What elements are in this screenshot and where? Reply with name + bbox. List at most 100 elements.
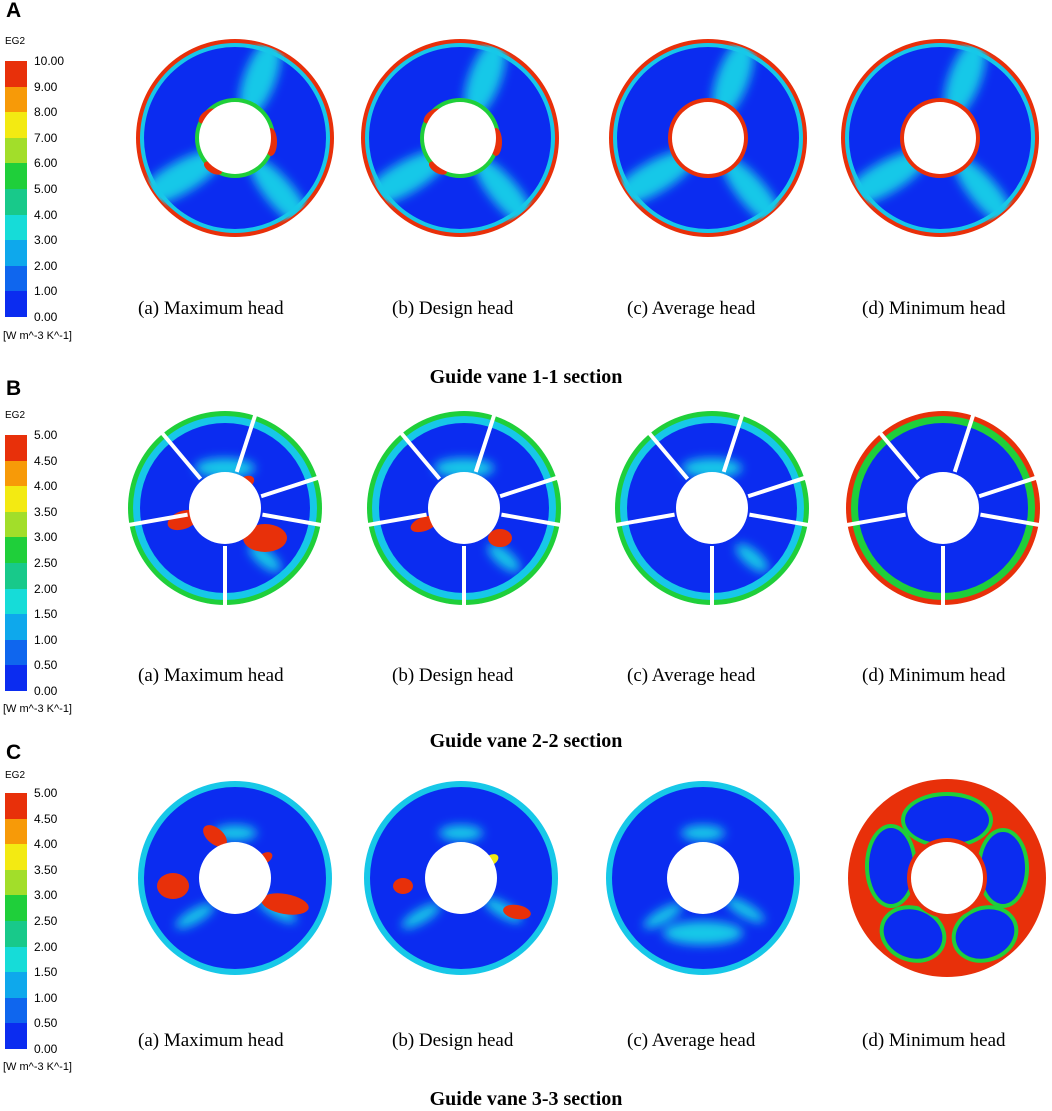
contour-streak	[663, 921, 743, 945]
legend-swatch	[5, 588, 27, 615]
legend-swatch	[5, 895, 27, 922]
legend-swatch	[5, 511, 27, 538]
legend-tick: 0.00	[34, 1042, 58, 1056]
legend-swatch	[5, 818, 27, 845]
legend-tick: 5.00	[34, 428, 58, 442]
contour-disc-c	[606, 781, 800, 975]
caption: (a) Maximum head	[138, 665, 284, 686]
hub-hole	[199, 842, 271, 914]
legend-swatch	[5, 997, 27, 1024]
hub-hole	[424, 102, 496, 174]
contour-streak	[944, 41, 986, 118]
legend-swatch	[5, 240, 27, 267]
legend-swatch	[5, 1023, 27, 1050]
legend-tick: 1.00	[34, 991, 58, 1005]
vane-gap	[952, 411, 977, 473]
legend-unit: [W m^-3 K^-1]	[3, 330, 72, 342]
panel-b: B EG2 5.00 4.50 4.00 3.50 3.00 2.50 2.00…	[0, 377, 1052, 752]
contour-disc-c	[612, 411, 812, 609]
legend-color-bar	[5, 793, 27, 1050]
contour-cell	[981, 832, 1025, 904]
legend-swatch	[5, 189, 27, 216]
contour-streak	[239, 41, 281, 118]
hot-spot	[428, 161, 448, 175]
vane-gap	[234, 411, 259, 473]
legend-tick: 3.50	[34, 863, 58, 877]
section-title: Guide vane 3-3 section	[429, 1088, 623, 1110]
caption: (d) Minimum head	[862, 298, 1006, 319]
hub-hole	[911, 842, 983, 914]
contour-disc-a	[125, 411, 325, 609]
caption: (d) Minimum head	[862, 665, 1006, 686]
legend-swatch	[5, 435, 27, 462]
caption: (b) Design head	[392, 665, 514, 686]
section-title: Guide vane 2-2 section	[429, 730, 623, 752]
hub-hole	[189, 472, 261, 544]
legend-swatch	[5, 291, 27, 318]
legend-tick: 2.50	[34, 914, 58, 928]
legend-tick: 5.00	[34, 786, 58, 800]
vane-gap	[364, 512, 427, 528]
legend-color-bar	[5, 61, 27, 318]
legend-swatch	[5, 614, 27, 641]
legend-tick: 2.00	[34, 259, 58, 273]
color-legend: EG2 5.00 4.50 4.00 3.50 3.00 2.50 2.00 1…	[0, 742, 120, 1110]
contour-cell	[955, 909, 1015, 959]
legend-tick: 10.00	[34, 54, 65, 68]
vane-gap	[747, 474, 809, 499]
hub-hole	[428, 472, 500, 544]
legend-tick: 3.00	[34, 233, 58, 247]
hot-spot	[393, 878, 413, 894]
contour-streak	[643, 903, 683, 929]
caption: (a) Maximum head	[138, 298, 284, 319]
caption: (c) Average head	[627, 665, 756, 686]
contour-streak	[474, 157, 536, 229]
hot-spot	[203, 825, 227, 847]
contour-disc-a	[136, 39, 334, 237]
legend-tick: 3.00	[34, 888, 58, 902]
hub-hole	[425, 842, 497, 914]
caption: (b) Design head	[392, 1030, 514, 1051]
contour-streak	[401, 903, 441, 929]
vane-gap	[158, 429, 203, 481]
section-title: Guide vane 1-1 section	[429, 366, 623, 388]
contour-streak	[681, 825, 725, 841]
legend-unit: [W m^-3 K^-1]	[3, 1061, 72, 1073]
contour-disc-b	[361, 39, 559, 237]
panel-letter: A	[6, 0, 22, 22]
hot-spot	[203, 161, 223, 175]
vane-gap	[612, 512, 675, 528]
legend-swatch	[5, 665, 27, 692]
vane-gap	[397, 429, 442, 481]
contour-streak	[439, 825, 483, 841]
legend-tick: 0.00	[34, 684, 58, 698]
vane-gap	[876, 429, 921, 481]
hub-hole	[676, 472, 748, 544]
legend-tick: 5.00	[34, 182, 58, 196]
legend-tick: 1.50	[34, 607, 58, 621]
legend-tick: 0.00	[34, 310, 58, 324]
panel-letter: B	[6, 377, 22, 400]
legend-swatch	[5, 946, 27, 973]
contour-disc-d	[848, 779, 1046, 977]
contour-streak	[954, 157, 1016, 229]
legend-swatch	[5, 112, 27, 139]
hot-spot	[503, 904, 531, 920]
hub-hole	[667, 842, 739, 914]
vane-gap	[645, 429, 690, 481]
contour-streak	[722, 157, 784, 229]
contour-streak	[175, 903, 215, 929]
vane-gap	[980, 512, 1043, 528]
hot-spot	[261, 893, 309, 915]
hot-spot	[243, 524, 287, 552]
caption: (d) Minimum head	[862, 1030, 1006, 1051]
hot-spot	[157, 873, 189, 899]
vane-gap	[473, 411, 498, 473]
contour-disc-c	[609, 39, 807, 237]
vane-gap	[260, 474, 322, 499]
legend-tick: 0.50	[34, 658, 58, 672]
legend-tick: 4.50	[34, 812, 58, 826]
contour-streak	[843, 149, 930, 207]
legend-swatch	[5, 793, 27, 820]
legend-swatch	[5, 61, 27, 88]
